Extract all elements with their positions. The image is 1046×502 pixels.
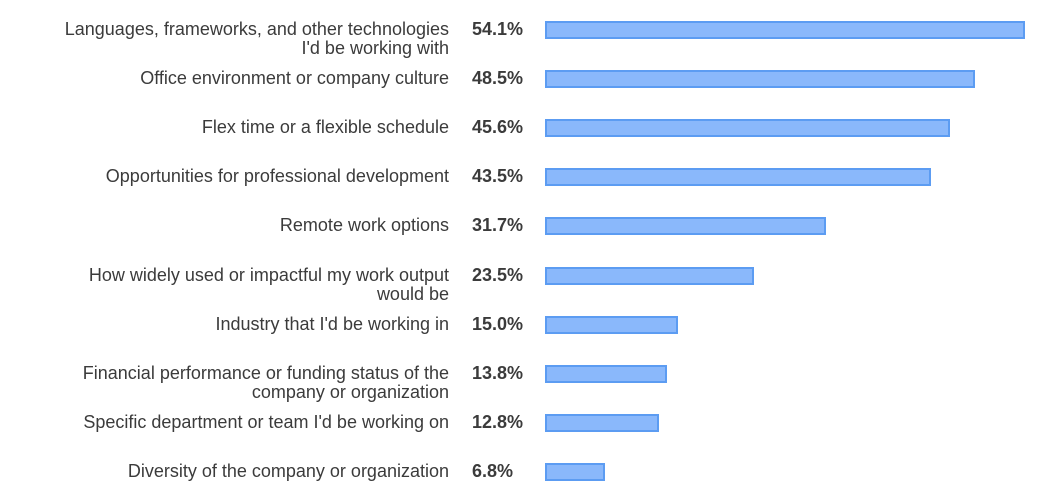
value-label-10: 6.8%: [472, 461, 514, 481]
bar-1: [545, 21, 1025, 39]
bar-6: [545, 267, 754, 285]
category-label-line: Industry that I'd be working in: [215, 314, 449, 334]
category-label-line: Flex time or a flexible schedule: [201, 117, 449, 137]
value-label-3: 45.6%: [472, 117, 524, 137]
bar-7: [545, 316, 678, 334]
category-label-9: Specific department or team I'd be worki…: [9, 413, 449, 432]
bar-2: [545, 70, 975, 88]
value-label-8: 13.8%: [472, 363, 524, 383]
category-label-3: Flex time or a flexible schedule: [9, 118, 449, 137]
bar-4: [545, 168, 931, 186]
category-label-5: Remote work options: [9, 216, 449, 235]
value-label-1: 54.1%: [472, 19, 524, 39]
category-label-1: Languages, frameworks, and other technol…: [9, 20, 449, 58]
value-label-6: 23.5%: [472, 265, 524, 285]
category-label-line: Specific department or team I'd be worki…: [83, 412, 449, 432]
bar-3: [545, 119, 950, 137]
category-label-10: Diversity of the company or organization: [9, 462, 449, 481]
category-label-line: Financial performance or funding status …: [82, 363, 449, 383]
value-label-5: 31.7%: [472, 215, 524, 235]
category-label-line: Languages, frameworks, and other technol…: [64, 19, 449, 39]
bar-5: [545, 217, 826, 235]
value-label-4: 43.5%: [472, 166, 524, 186]
category-label-line: Opportunities for professional developme…: [105, 166, 449, 186]
category-label-2: Office environment or company culture: [9, 69, 449, 88]
category-label-line: Diversity of the company or organization: [127, 461, 449, 481]
category-label-7: Industry that I'd be working in: [9, 315, 449, 334]
bar-8: [545, 365, 667, 383]
category-label-8: Financial performance or funding status …: [9, 364, 449, 402]
category-label-line: I'd be working with: [301, 38, 449, 58]
category-label-4: Opportunities for professional developme…: [9, 167, 449, 186]
category-label-6: How widely used or impactful my work out…: [9, 266, 449, 304]
category-label-line: Remote work options: [279, 215, 449, 235]
value-label-7: 15.0%: [472, 314, 524, 334]
bar-10: [545, 463, 605, 481]
category-label-line: Office environment or company culture: [140, 68, 449, 88]
bar-9: [545, 414, 659, 432]
value-label-9: 12.8%: [472, 412, 524, 432]
category-label-line: would be: [376, 284, 449, 304]
category-label-line: How widely used or impactful my work out…: [88, 265, 449, 285]
category-label-line: company or organization: [251, 382, 449, 402]
value-label-2: 48.5%: [472, 68, 524, 88]
